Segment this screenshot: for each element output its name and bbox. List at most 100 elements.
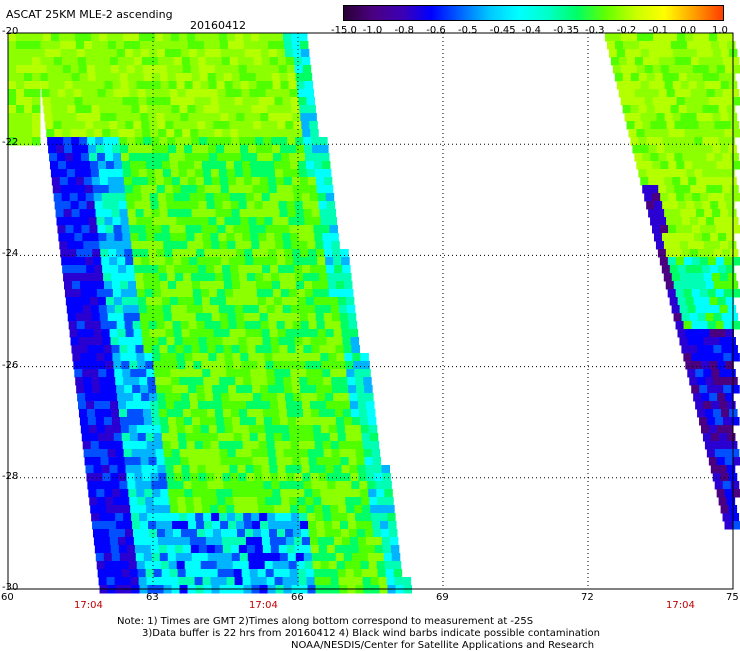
swath-pixel: [238, 337, 248, 346]
swath-pixel: [680, 49, 690, 58]
swath-pixel: [229, 57, 239, 66]
swath-pixel: [722, 185, 731, 194]
swath-pixel: [323, 513, 332, 522]
swath-pixel: [708, 97, 718, 106]
swath-pixel: [685, 233, 695, 242]
swath-pixel: [39, 73, 49, 82]
swath-pixel: [716, 457, 726, 466]
swath-pixel: [725, 425, 734, 434]
swath-pixel: [48, 145, 57, 154]
swath-pixel: [67, 33, 76, 42]
swath-pixel: [213, 537, 223, 546]
swath-pixel: [249, 225, 258, 234]
swath-pixel: [138, 577, 148, 586]
swath-pixel: [268, 385, 277, 394]
swath-pixel: [280, 561, 290, 570]
swath-pixel: [278, 401, 287, 410]
swath-pixel: [303, 209, 313, 218]
swath-pixel: [163, 177, 173, 186]
swath-pixel: [223, 137, 232, 146]
swath-pixel: [690, 153, 699, 162]
swath-pixel: [152, 353, 161, 362]
swath-pixel: [142, 545, 152, 554]
swath-pixel: [146, 97, 155, 106]
swath-pixel: [83, 449, 93, 458]
swath-pixel: [695, 241, 705, 250]
swath-pixel: [16, 57, 25, 66]
swath-pixel: [265, 297, 275, 306]
swath-pixel: [137, 225, 146, 234]
swath-pixel: [106, 97, 115, 106]
swath-pixel: [129, 225, 138, 234]
swath-pixel: [313, 433, 323, 442]
swath-pixel: [99, 241, 108, 250]
swath-pixel: [640, 145, 649, 154]
swath-pixel: [168, 81, 178, 90]
swath-pixel: [218, 97, 227, 106]
swath-pixel: [364, 385, 373, 394]
swath-pixel: [154, 305, 164, 314]
swath-pixel: [227, 513, 236, 522]
swath-pixel: [613, 33, 622, 42]
swath-pixel: [646, 169, 655, 178]
swath-pixel: [170, 97, 179, 106]
swath-pixel: [201, 497, 210, 506]
swath-pixel: [87, 137, 96, 146]
swath-pixel: [77, 57, 87, 66]
swath-pixel: [219, 241, 228, 250]
swath-pixel: [152, 145, 161, 154]
swath-pixel: [665, 249, 675, 258]
swath-pixel: [723, 321, 733, 330]
swath-pixel: [318, 409, 328, 418]
swath-pixel: [151, 481, 160, 490]
swath-pixel: [110, 265, 119, 274]
swath-pixel: [648, 145, 657, 154]
swath-pixel: [157, 193, 167, 202]
swath-pixel: [99, 313, 109, 322]
y-tick-label: -28: [2, 470, 19, 482]
swath-pixel: [102, 401, 111, 410]
swath-pixel: [109, 121, 118, 130]
swath-pixel: [246, 545, 256, 554]
swath-pixel: [314, 233, 323, 242]
swath-pixel: [726, 137, 735, 146]
swath-pixel: [335, 281, 345, 290]
swath-pixel: [16, 49, 25, 58]
swath-pixel: [171, 241, 180, 250]
swath-pixel: [332, 529, 342, 538]
swath-pixel: [689, 377, 698, 386]
swath-pixel: [102, 129, 111, 138]
swath-pixel: [92, 385, 101, 394]
swath-pixel: [122, 305, 132, 314]
swath-pixel: [98, 441, 108, 450]
swath-pixel: [355, 449, 365, 458]
swath-pixel: [128, 489, 137, 498]
swath-pixel: [686, 169, 695, 178]
swath-pixel: [133, 465, 143, 474]
swath-pixel: [123, 313, 133, 322]
swath-pixel: [671, 273, 681, 282]
swath-pixel: [228, 385, 237, 394]
swath-pixel: [134, 337, 144, 346]
swath-pixel: [201, 153, 210, 162]
swath-pixel: [87, 417, 97, 426]
swath-pixel: [286, 265, 295, 274]
swath-pixel: [668, 225, 677, 234]
swath-pixel: [135, 73, 145, 82]
swath-pixel: [193, 225, 202, 234]
swath-pixel: [720, 209, 729, 218]
swath-pixel: [277, 57, 287, 66]
swath-pixel: [729, 281, 739, 290]
swath-pixel: [254, 401, 263, 410]
swath-pixel: [92, 49, 102, 58]
swath-pixel: [299, 449, 309, 458]
swath-pixel: [108, 113, 117, 122]
swath-pixel: [86, 265, 95, 274]
swath-pixel: [316, 385, 325, 394]
swath-pixel: [195, 177, 205, 186]
swath-pixel: [694, 73, 704, 82]
swath-pixel: [235, 313, 245, 322]
swath-pixel: [259, 513, 268, 522]
swath-pixel: [185, 225, 194, 234]
swath-pixel: [214, 409, 224, 418]
